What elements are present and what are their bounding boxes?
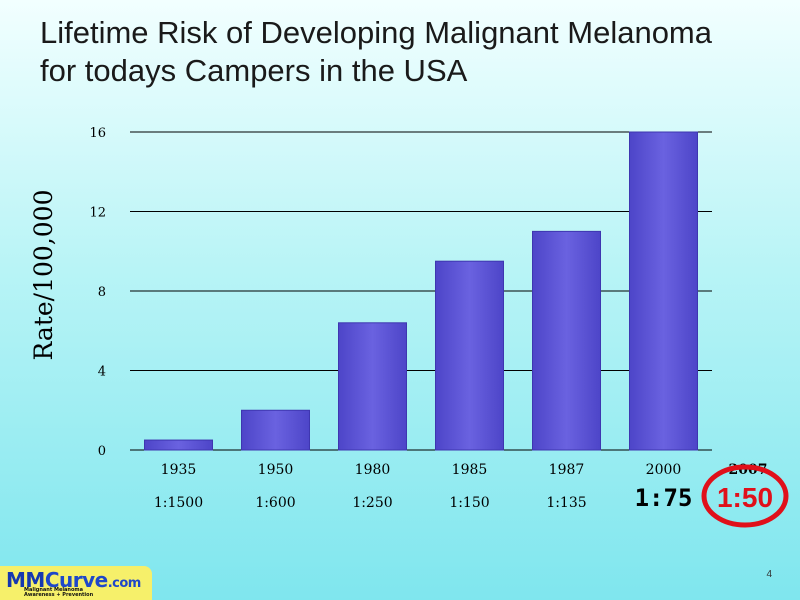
logo-curve: Curve xyxy=(44,568,108,592)
y-tick-label: 16 xyxy=(89,126,106,141)
risk-ratio-label: 1:75 xyxy=(635,484,693,512)
x-tick-label: 1935 xyxy=(161,462,197,478)
bar-2000 xyxy=(629,131,698,451)
bar-1980 xyxy=(338,322,407,451)
bar-1935 xyxy=(144,439,213,451)
bars xyxy=(144,131,698,451)
bar-1950 xyxy=(241,409,310,451)
risk-ratio-label: 1:150 xyxy=(449,495,489,511)
title-line-1: Lifetime Risk of Developing Malignant Me… xyxy=(40,15,712,50)
x-tick-label: 1987 xyxy=(549,462,585,478)
logo-tagline-2: Awareness + Prevention xyxy=(24,592,94,598)
y-tick-label: 4 xyxy=(98,365,106,380)
x-tick-label: 1980 xyxy=(355,462,391,478)
y-tick-label: 0 xyxy=(98,444,106,459)
highlight-circle xyxy=(701,464,789,528)
logo-com: .com xyxy=(107,576,142,591)
grid-lines xyxy=(130,131,712,451)
risk-ratio-label: 1:135 xyxy=(546,495,586,511)
x-tick-label: 1950 xyxy=(258,462,294,478)
y-tick-label: 12 xyxy=(89,206,106,221)
page-number: 4 xyxy=(766,569,772,580)
labels: 0 4 8 12 16 1935 1:1500 1950 1:600 1980 1:250 1985 1… xyxy=(89,126,692,512)
extra-risk-ratio: 1:50 xyxy=(717,482,773,513)
risk-ratio-label: 1:1500 xyxy=(154,495,203,511)
slide-title: Lifetime Risk of Developing Malignant Me… xyxy=(40,14,712,90)
y-tick-label: 8 xyxy=(98,285,106,300)
logo-mm: MM xyxy=(6,568,45,592)
risk-ratio-label: 1:250 xyxy=(352,495,392,511)
mmcurve-logo: MMCurve.com Malignant Melanoma Awareness… xyxy=(0,566,152,600)
x-tick-label: 2000 xyxy=(646,462,682,478)
title-line-2: for todays Campers in the USA xyxy=(40,53,468,88)
x-tick-label: 1985 xyxy=(452,462,488,478)
bar-1985 xyxy=(435,260,504,451)
risk-ratio-label: 1:600 xyxy=(255,495,295,511)
logo-tagline-1: Malignant Melanoma xyxy=(24,587,84,593)
logo-tagline: Malignant Melanoma Awareness + Preventio… xyxy=(24,588,93,598)
y-axis-label: Rate/100,000 xyxy=(29,190,58,361)
bar-1987 xyxy=(532,230,601,451)
logo-wordmark: MMCurve.com xyxy=(6,568,141,592)
